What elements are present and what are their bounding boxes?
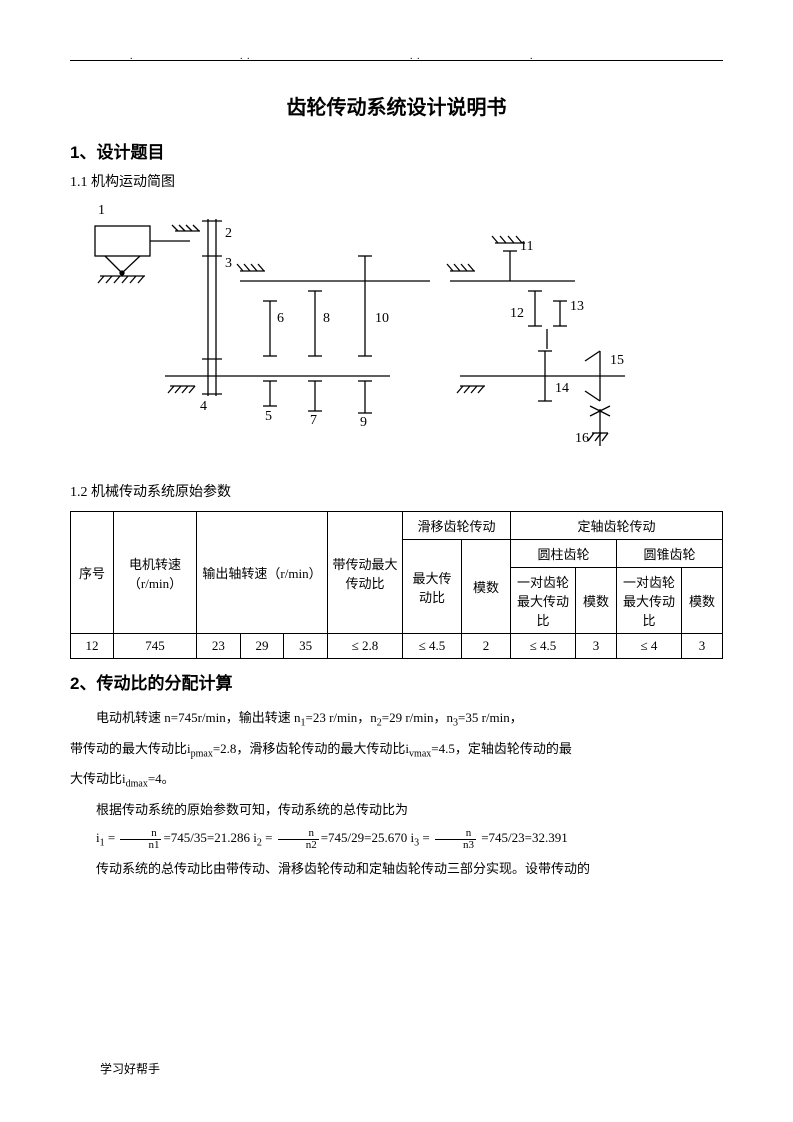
para-2: 带传动的最大传动比ipmax=2.8，滑移齿轮传动的最大传动比ivmax=4.5… xyxy=(70,735,723,766)
text: =29 r/min，n xyxy=(382,710,453,725)
parameters-table: 序号 电机转速（r/min） 输出轴转速（r/min） 带传动最大传动比 滑移齿… xyxy=(70,511,723,659)
diagram-label-15: 15 xyxy=(610,353,624,369)
section1-heading: 1、设计题目 xyxy=(70,138,723,163)
text: =4.5，定轴齿轮传动的最 xyxy=(431,741,572,756)
diagram-label-6: 6 xyxy=(277,311,284,327)
section2-heading: 2、传动比的分配计算 xyxy=(70,669,723,694)
diagram-label-11: 11 xyxy=(520,239,533,255)
dot: . . xyxy=(240,51,251,62)
cell-spur-mod: 3 xyxy=(576,634,617,659)
diagram-label-9: 9 xyxy=(360,415,367,431)
th-motor-speed: 电机转速（r/min） xyxy=(114,512,197,634)
top-rule: . . . . . . xyxy=(70,60,723,61)
denominator: n2 xyxy=(278,840,319,851)
diagram-label-5: 5 xyxy=(265,409,272,425)
th-spur-gear: 圆柱齿轮 xyxy=(511,540,617,568)
text: =745/35=21.286 xyxy=(163,830,253,845)
denominator: n3 xyxy=(435,840,476,851)
cell-spur-ratio: ≤ 4.5 xyxy=(511,634,576,659)
text: = xyxy=(105,830,119,845)
cell-seq: 12 xyxy=(71,634,114,659)
sub: vmax xyxy=(409,748,431,759)
cell-slide-mod: 2 xyxy=(462,634,511,659)
section2-body: 电动机转速 n=745r/min，输出转速 n1=23 r/min，n2=29 … xyxy=(70,704,723,884)
cell-out-2: 29 xyxy=(240,634,284,659)
text: =35 r/min， xyxy=(458,710,523,725)
th-bevel-gear: 圆锥齿轮 xyxy=(617,540,723,568)
text: = xyxy=(262,830,276,845)
cell-bevel-ratio: ≤ 4 xyxy=(617,634,682,659)
para-1: 电动机转速 n=745r/min，输出转速 n1=23 r/min，n2=29 … xyxy=(70,704,723,735)
document-title: 齿轮传动系统设计说明书 xyxy=(70,91,723,120)
cell-belt: ≤ 2.8 xyxy=(328,634,403,659)
diagram-label-8: 8 xyxy=(323,311,330,327)
sub: pmax xyxy=(191,748,213,759)
diagram-label-3: 3 xyxy=(225,256,232,272)
text: =4。 xyxy=(148,771,175,786)
text: =23 r/min，n xyxy=(306,710,377,725)
dot: . . xyxy=(410,51,421,62)
th-max-ratio: 最大传动比 xyxy=(403,540,462,634)
page: . . . . . . 齿轮传动系统设计说明书 1、设计题目 1.1 机构运动简… xyxy=(0,0,793,1122)
th-output-speed: 输出轴转速（r/min） xyxy=(197,512,328,634)
fraction: nn1 xyxy=(120,828,161,851)
cell-slide-ratio: ≤ 4.5 xyxy=(403,634,462,659)
diagram-label-1: 1 xyxy=(98,203,105,219)
para-3: 大传动比idmax=4。 xyxy=(70,765,723,796)
diagram-label-4: 4 xyxy=(200,399,207,415)
th-module-2: 模数 xyxy=(682,568,723,634)
para-4: 根据传动系统的原始参数可知，传动系统的总传动比为 xyxy=(70,796,723,825)
text: =745/29=25.670 xyxy=(321,830,411,845)
denominator: n1 xyxy=(120,840,161,851)
diagram-label-13: 13 xyxy=(570,299,584,315)
diagram-label-14: 14 xyxy=(555,381,569,397)
text: = xyxy=(419,830,433,845)
diagram-label-2: 2 xyxy=(225,226,232,242)
th-module-1: 模数 xyxy=(576,568,617,634)
fraction: nn3 xyxy=(435,828,476,851)
diagram-label-10: 10 xyxy=(375,311,389,327)
section1-2-heading: 1.2 机械传动系统原始参数 xyxy=(70,481,723,501)
th-module: 模数 xyxy=(462,540,511,634)
dot: . xyxy=(130,51,134,62)
fraction: nn2 xyxy=(278,828,319,851)
dot: . xyxy=(530,51,534,62)
th-sliding-gear: 滑移齿轮传动 xyxy=(403,512,511,540)
text: 电动机转速 n=745r/min，输出转速 n xyxy=(96,710,301,725)
diagram-label-16: 16 xyxy=(575,431,589,447)
diagram-label-7: 7 xyxy=(310,413,317,429)
text: 带传动的最大传动比i xyxy=(70,741,191,756)
page-footer: 学习好帮手 xyxy=(100,1060,160,1077)
table-row: 12 745 23 29 35 ≤ 2.8 ≤ 4.5 2 ≤ 4.5 3 ≤ … xyxy=(71,634,723,659)
th-pair-ratio-2: 一对齿轮最大传动比 xyxy=(617,568,682,634)
cell-motor-speed: 745 xyxy=(114,634,197,659)
para-5: 传动系统的总传动比由带传动、滑移齿轮传动和定轴齿轮传动三部分实现。设带传动的 xyxy=(70,855,723,884)
text: =745/23=32.391 xyxy=(478,830,568,845)
sub: dmax xyxy=(126,779,148,790)
cell-out-3: 35 xyxy=(284,634,328,659)
th-belt-ratio: 带传动最大传动比 xyxy=(328,512,403,634)
text: 大传动比i xyxy=(70,771,126,786)
th-pair-ratio-1: 一对齿轮最大传动比 xyxy=(511,568,576,634)
cell-bevel-mod: 3 xyxy=(682,634,723,659)
th-seq: 序号 xyxy=(71,512,114,634)
cell-out-1: 23 xyxy=(197,634,241,659)
th-fixed-gear: 定轴齿轮传动 xyxy=(511,512,723,540)
formula-line: i1 = nn1=745/35=21.286 i2 = nn2=745/29=2… xyxy=(70,824,723,855)
section1-1-heading: 1.1 机构运动简图 xyxy=(70,171,723,191)
text: =2.8，滑移齿轮传动的最大传动比i xyxy=(213,741,409,756)
mechanism-diagram: 1 2 3 4 5 6 7 8 9 10 11 12 13 14 15 16 xyxy=(80,201,640,461)
diagram-label-12: 12 xyxy=(510,306,524,322)
